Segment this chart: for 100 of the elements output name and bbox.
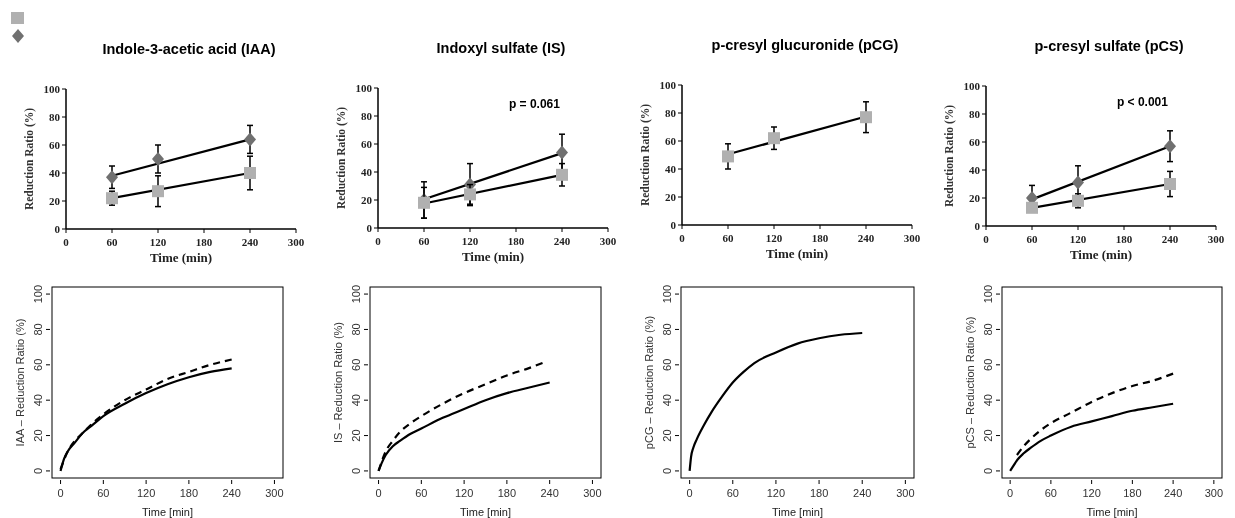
chart-title: p-cresyl sulfate (pCS)	[1034, 38, 1184, 54]
y-tick-label: 60	[982, 358, 994, 371]
y-axis-title: pCS – Reduction Ratio (%)	[964, 316, 976, 449]
chart-title: p-cresyl glucuronide (pCG)	[711, 37, 899, 53]
y-tick-label: 20	[665, 191, 677, 203]
x-axis-title: Time (min)	[461, 249, 525, 264]
x-tick-label: 240	[1161, 233, 1179, 245]
x-tick-label: 60	[726, 487, 739, 499]
y-tick-label: 20	[982, 429, 994, 442]
x-axis-title: Time [min]	[1086, 506, 1138, 518]
x-tick-label: 240	[222, 487, 241, 499]
y-tick-label: 0	[54, 223, 61, 235]
y-tick-label: 100	[32, 284, 44, 304]
x-tick-label: 180	[195, 236, 213, 248]
x-tick-label: 180	[179, 487, 199, 499]
x-axis-title: Time [min]	[142, 506, 193, 518]
x-tick-label: 240	[1163, 487, 1183, 499]
x-tick-label: 120	[149, 236, 167, 248]
x-tick-label: 180	[507, 235, 525, 247]
x-tick-label: 60	[418, 235, 430, 247]
x-tick-label: 240	[853, 487, 872, 499]
y-tick-label: 60	[665, 135, 677, 147]
x-tick-label: 300	[903, 232, 921, 244]
y-tick-label: 40	[982, 394, 994, 407]
y-tick-label: 60	[32, 358, 44, 371]
y-tick-label: 60	[350, 358, 362, 371]
y-tick-label: 80	[969, 108, 981, 120]
x-tick-label: 60	[106, 236, 118, 248]
x-tick-label: 300	[287, 236, 305, 248]
x-tick-label: 300	[896, 487, 915, 499]
x-tick-label: 180	[1115, 233, 1133, 245]
x-tick-label: 240	[857, 232, 875, 244]
y-tick-label: 60	[969, 136, 981, 148]
y-tick-label: 0	[350, 467, 362, 474]
y-tick-label: 0	[366, 222, 373, 234]
y-tick-label: 0	[661, 467, 673, 474]
chart-title: Indole-3-acetic acid (IAA)	[102, 41, 276, 57]
y-axis-title: Reduction Ratio (%)	[639, 103, 652, 207]
y-tick-label: 20	[49, 195, 61, 207]
y-tick-label: 40	[32, 394, 44, 407]
y-tick-label: 80	[982, 323, 994, 336]
x-tick-label: 60	[722, 232, 734, 244]
y-tick-label: 60	[361, 138, 373, 150]
x-tick-label: 300	[1204, 487, 1224, 499]
y-tick-label: 20	[350, 429, 362, 442]
y-tick-label: 80	[361, 110, 373, 122]
x-tick-label: 60	[97, 487, 110, 499]
y-tick-label: 100	[43, 83, 61, 95]
x-axis-title: Time (min)	[1069, 247, 1133, 262]
x-tick-label: 120	[461, 235, 479, 247]
x-tick-label: 240	[540, 487, 559, 499]
x-tick-label: 60	[1044, 487, 1058, 499]
x-tick-label: 120	[766, 487, 786, 499]
x-tick-label: 180	[811, 232, 829, 244]
y-tick-label: 0	[32, 467, 44, 474]
y-axis-title: IAA – Reduction Ratio (%)	[14, 318, 26, 447]
x-tick-label: 300	[265, 487, 284, 499]
x-axis-title: Time [min]	[772, 506, 823, 518]
x-tick-label: 120	[1082, 487, 1101, 499]
annotation: p < 0.001	[1116, 95, 1169, 109]
y-tick-label: 100	[350, 284, 362, 304]
y-tick-label: 20	[32, 429, 44, 442]
y-tick-label: 100	[659, 79, 677, 91]
x-axis-title: Time [min]	[460, 506, 511, 518]
y-axis-title: Reduction Ratio (%)	[335, 106, 348, 210]
x-tick-label: 300	[599, 235, 617, 247]
y-tick-label: 40	[665, 163, 677, 175]
y-tick-label: 40	[661, 394, 673, 407]
y-tick-label: 60	[49, 139, 61, 151]
y-tick-label: 60	[661, 358, 673, 371]
x-tick-label: 60	[1026, 233, 1038, 245]
x-tick-label: 0	[63, 236, 70, 248]
y-tick-label: 80	[665, 107, 677, 119]
x-tick-label: 300	[583, 487, 602, 499]
x-tick-label: 120	[1069, 233, 1087, 245]
x-tick-label: 120	[136, 487, 156, 499]
y-tick-label: 0	[974, 220, 981, 232]
y-axis-title: Reduction Ratio (%)	[23, 107, 36, 211]
y-tick-label: 40	[969, 164, 981, 176]
x-tick-label: 180	[809, 487, 829, 499]
y-tick-label: 0	[982, 467, 994, 474]
x-tick-label: 0	[686, 487, 693, 499]
x-tick-label: 240	[241, 236, 259, 248]
y-tick-label: 40	[361, 166, 373, 178]
x-tick-label: 120	[765, 232, 783, 244]
y-axis-title: pCG – Reduction Ratio (%)	[643, 315, 655, 450]
x-tick-label: 240	[553, 235, 571, 247]
y-axis-title: IS – Reduction Ratio (%)	[332, 321, 344, 444]
x-tick-label: 180	[1123, 487, 1142, 499]
x-tick-label: 0	[375, 487, 382, 499]
x-tick-label: 0	[1007, 487, 1014, 499]
y-axis-title: Reduction Ratio (%)	[943, 104, 956, 208]
y-tick-label: 40	[49, 167, 61, 179]
y-tick-label: 80	[32, 323, 44, 336]
y-tick-label: 100	[355, 82, 373, 94]
y-tick-label: 0	[670, 219, 677, 231]
x-tick-label: 120	[454, 487, 474, 499]
x-tick-label: 180	[497, 487, 517, 499]
y-tick-label: 80	[350, 323, 362, 336]
y-tick-label: 100	[982, 284, 994, 304]
